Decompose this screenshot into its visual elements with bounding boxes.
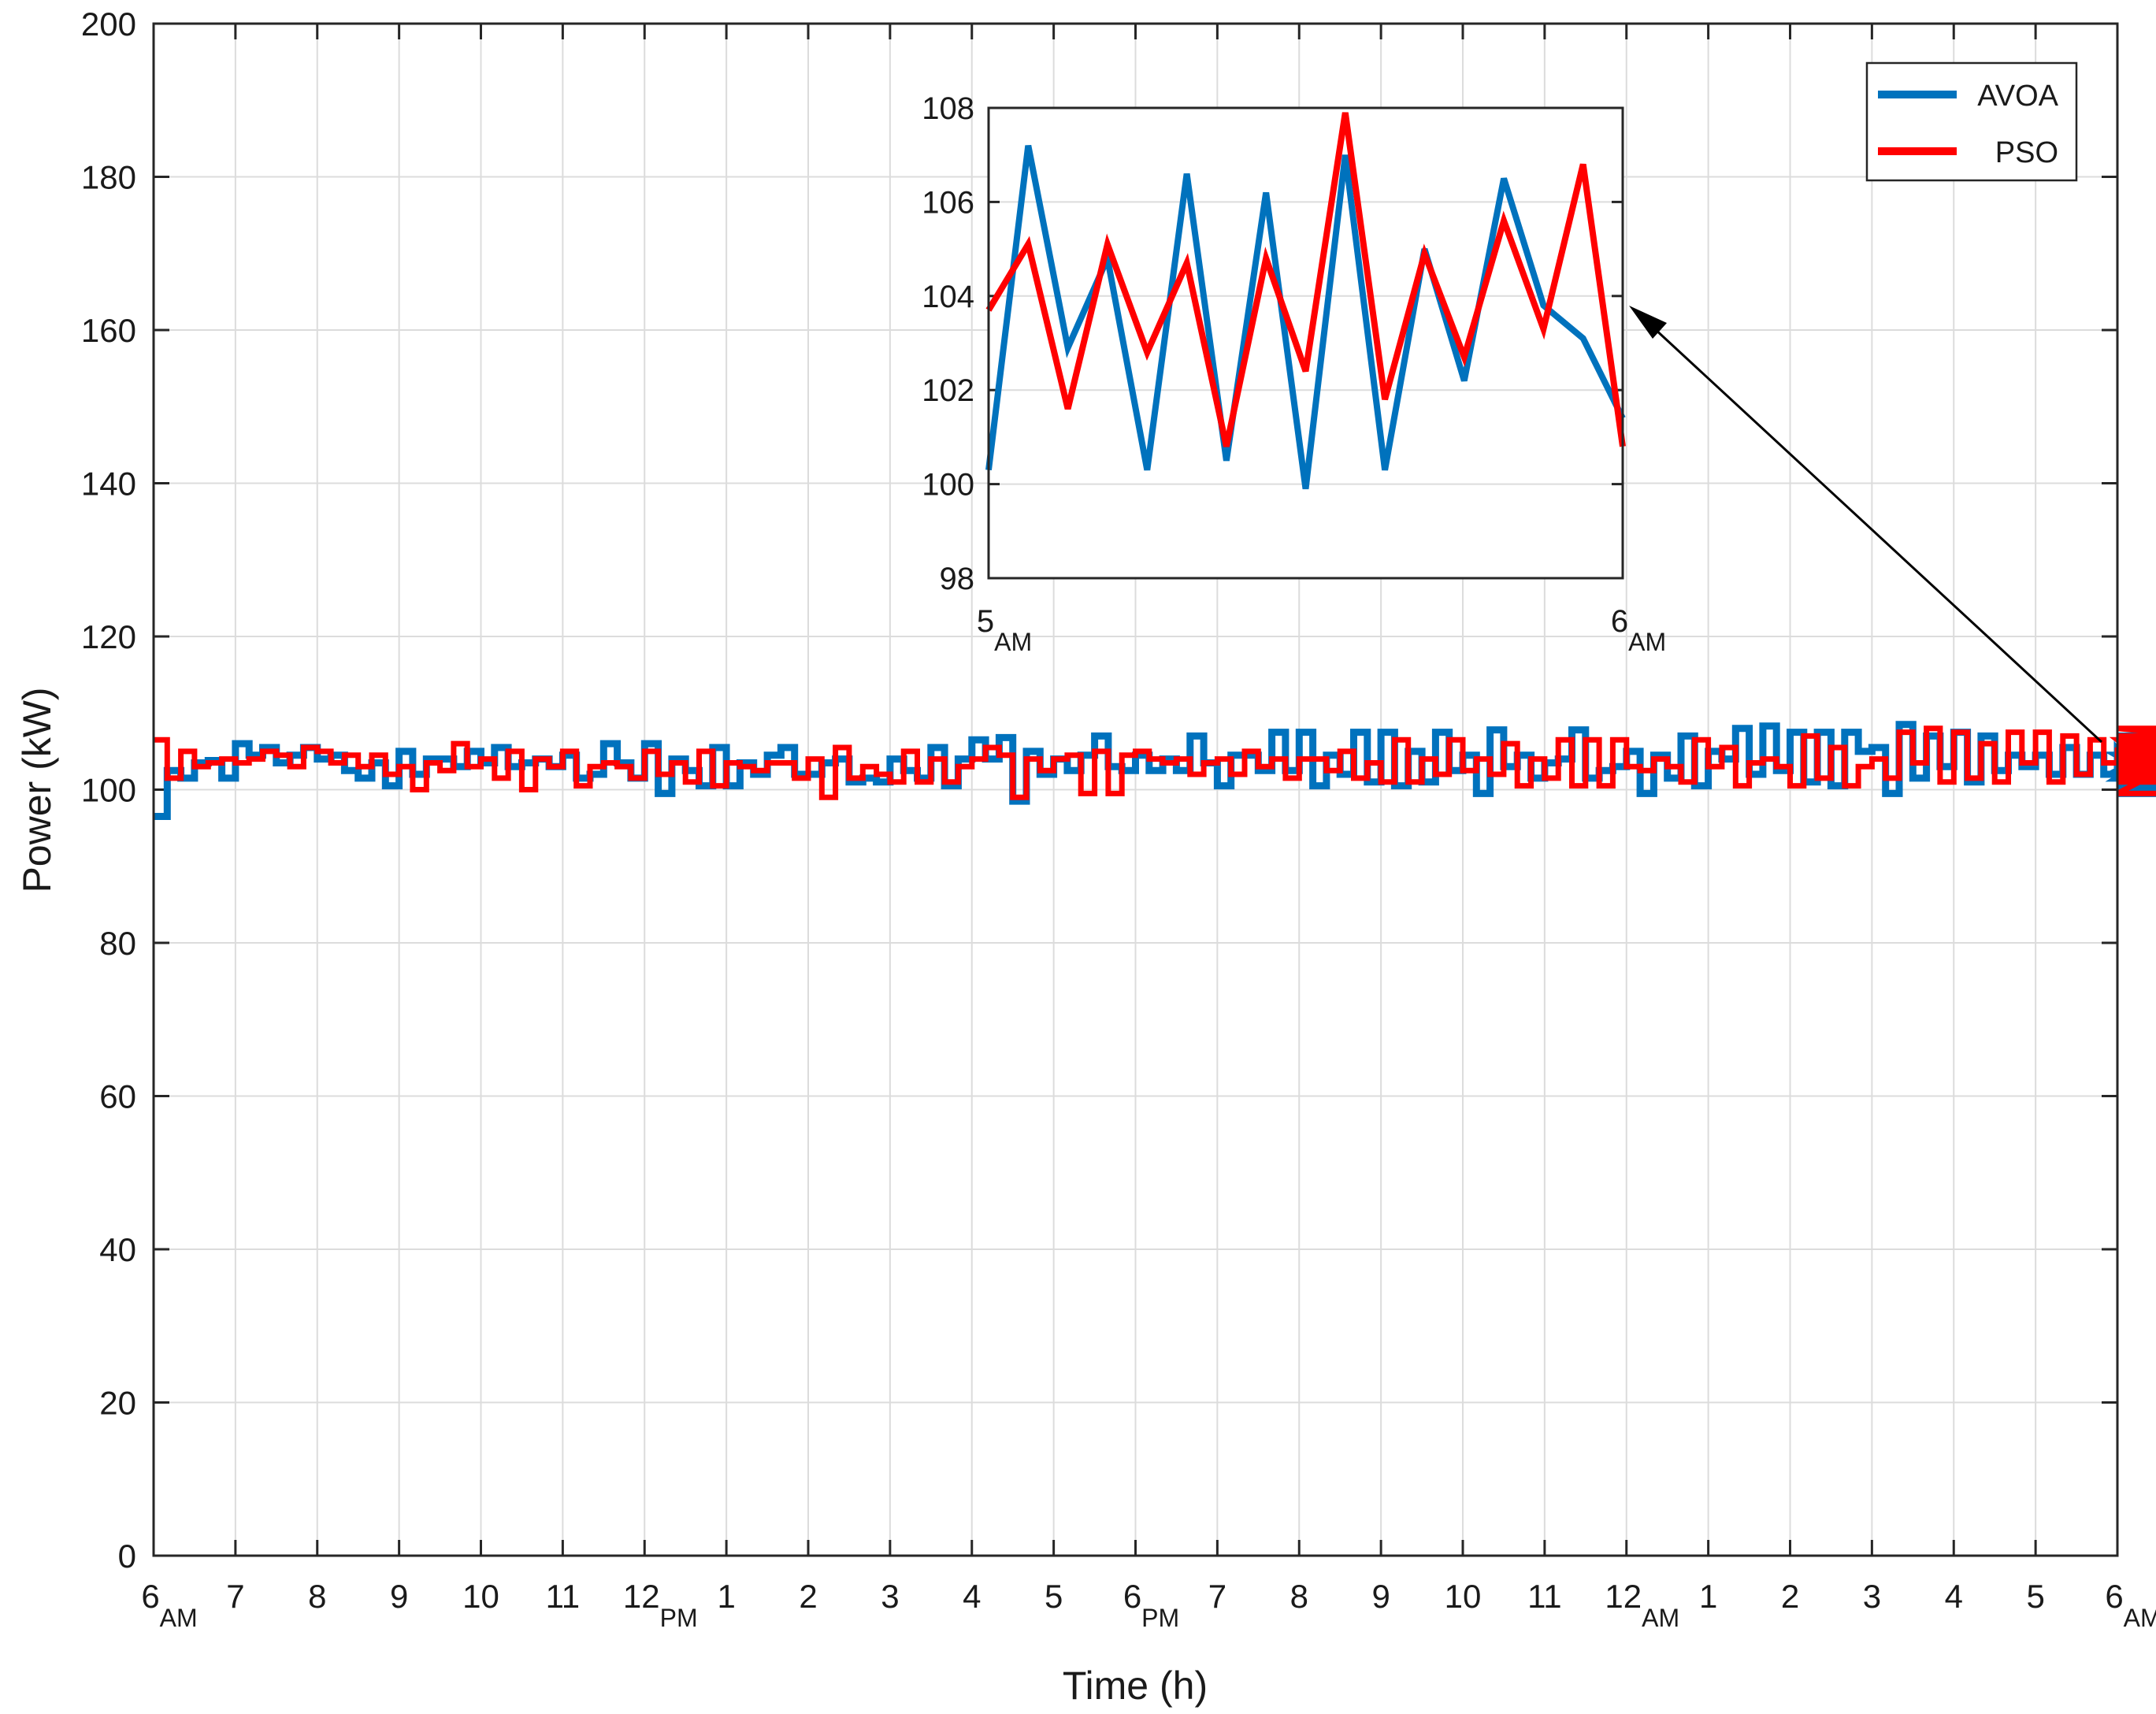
x-tick-label: 3 — [1863, 1578, 1881, 1615]
x-tick-label: 7 — [226, 1578, 244, 1615]
x-tick-label: 6AM — [2105, 1578, 2156, 1632]
x-tick-label: 7 — [1208, 1578, 1226, 1615]
y-tick-label: 200 — [81, 6, 136, 43]
y-tick-label: 180 — [81, 159, 136, 196]
x-tick-label: 9 — [390, 1578, 408, 1615]
inset-y-tick-label: 100 — [922, 468, 974, 503]
inset-background — [989, 108, 1623, 578]
series-line-pso — [154, 725, 2156, 800]
inset-y-tick-label: 106 — [922, 185, 974, 220]
x-tick-label: 2 — [1781, 1578, 1799, 1615]
x-tick-label: 9 — [1371, 1578, 1390, 1615]
y-tick-label: 120 — [81, 618, 136, 655]
main-ticks — [152, 22, 2119, 1557]
inset-x-tick-labels: 5AM 6AM — [977, 604, 1666, 656]
x-tick-label: 8 — [1290, 1578, 1308, 1615]
inset-x-tick-label: 6AM — [1611, 604, 1666, 656]
inset-y-tick-label: 104 — [922, 280, 974, 314]
zoom-arrow — [1629, 306, 2103, 744]
x-tick-label: 4 — [1945, 1578, 1963, 1615]
main-series — [154, 721, 2156, 820]
x-tick-label: 4 — [963, 1578, 981, 1615]
inset-x-tick-label: 5AM — [977, 604, 1032, 656]
y-tick-label: 60 — [99, 1078, 136, 1115]
legend: AVOA PSO — [1865, 61, 2078, 182]
legend-label-pso: PSO — [1995, 136, 2058, 169]
x-tick-label: 6PM — [1123, 1578, 1179, 1632]
inset-series-line-pso — [985, 112, 1626, 447]
x-tick-label: 5 — [2026, 1578, 2044, 1615]
x-tick-label: 12AM — [1605, 1578, 1679, 1632]
y-tick-label: 0 — [118, 1538, 136, 1575]
x-tick-label: 10 — [1445, 1578, 1482, 1615]
y-tick-label: 100 — [81, 772, 136, 809]
inset-y-tick-label: 98 — [940, 562, 975, 596]
inset-y-tick-labels: 98 100 102 104 106 108 — [922, 91, 974, 596]
x-tick-label: 6AM — [141, 1578, 197, 1632]
inset-y-tick-label: 102 — [922, 373, 974, 408]
x-tick-label: 5 — [1045, 1578, 1063, 1615]
main-grid — [154, 24, 2117, 1556]
y-tick-label: 20 — [99, 1385, 136, 1422]
x-tick-label: 8 — [308, 1578, 326, 1615]
x-tick-label: 2 — [799, 1578, 817, 1615]
x-tick-label: 1 — [1699, 1578, 1717, 1615]
main-x-tick-labels: 6AM 7 8 9 10 11 12PM 1 2 3 4 5 6PM 7 8 9 10 11 12AM 1 2 3 4 5 6A… — [141, 1578, 2156, 1632]
inset-y-tick-label: 108 — [922, 91, 974, 126]
y-tick-label: 40 — [99, 1231, 136, 1268]
x-axis-title: Time (h) — [1063, 1664, 1208, 1708]
y-tick-label: 140 — [81, 466, 136, 503]
x-tick-label: 12PM — [623, 1578, 698, 1632]
x-tick-label: 11 — [1527, 1578, 1562, 1615]
main-y-tick-labels: 0 20 40 60 80 100 120 140 160 180 200 — [81, 6, 136, 1575]
inset-series — [985, 112, 1626, 490]
x-tick-label: 11 — [546, 1578, 581, 1615]
x-tick-label: 3 — [881, 1578, 899, 1615]
main-plot-frame — [152, 22, 2119, 1557]
x-tick-label: 1 — [717, 1578, 735, 1615]
legend-label-avoa: AVOA — [1977, 80, 2058, 113]
x-tick-label: 10 — [462, 1578, 499, 1615]
y-tick-label: 160 — [81, 312, 136, 349]
legend-box — [1865, 61, 2078, 182]
y-tick-label: 80 — [99, 925, 136, 962]
y-axis-title: Power (kW) — [15, 687, 59, 892]
inset-plot-frame — [987, 106, 1624, 580]
